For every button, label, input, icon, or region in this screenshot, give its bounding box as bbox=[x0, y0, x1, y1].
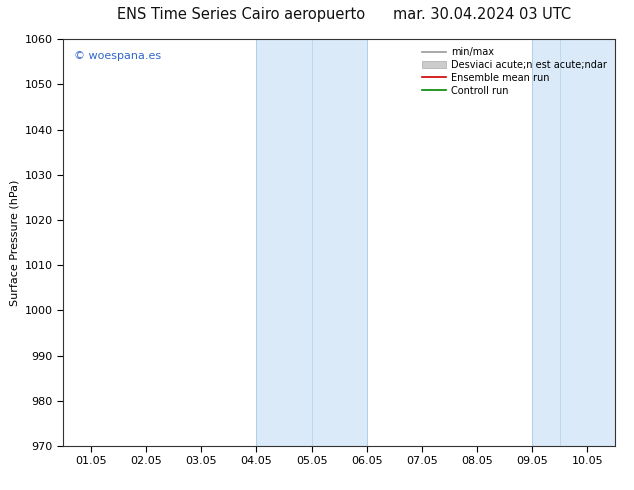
Bar bbox=[533, 39, 615, 446]
Bar bbox=[256, 39, 367, 446]
Text: © woespana.es: © woespana.es bbox=[74, 51, 162, 61]
Y-axis label: Surface Pressure (hPa): Surface Pressure (hPa) bbox=[10, 179, 19, 306]
Legend: min/max, Desviaci acute;n est acute;ndar, Ensemble mean run, Controll run: min/max, Desviaci acute;n est acute;ndar… bbox=[419, 44, 610, 98]
Text: ENS Time Series Cairo aeropuerto: ENS Time Series Cairo aeropuerto bbox=[117, 7, 365, 23]
Text: mar. 30.04.2024 03 UTC: mar. 30.04.2024 03 UTC bbox=[393, 7, 571, 23]
